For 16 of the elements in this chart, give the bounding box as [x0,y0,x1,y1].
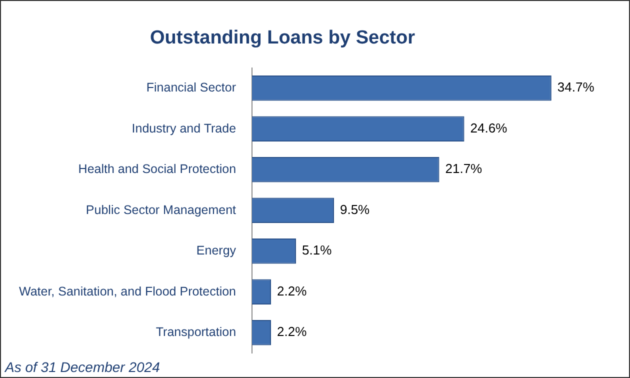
y-tick-label: Public Sector Management [86,202,237,217]
chart-title: Outstanding Loans by Sector [150,28,416,49]
y-tick-label: Industry and Trade [132,121,236,136]
data-label: 24.6% [470,120,508,136]
y-tick-label: Water, Sanitation, and Flood Protection [18,284,236,298]
data-label: 9.5% [340,202,370,217]
y-tick-label: Financial Sector [146,80,236,95]
y-tick-label: Transportation [156,325,236,340]
data-label: 34.7% [557,80,595,95]
y-tick-label: Health and Social Protection [78,162,236,176]
data-label: 2.2% [277,283,308,298]
data-label: 21.7% [445,161,483,176]
data-label: 5.1% [302,242,332,258]
data-label: 2.2% [277,324,308,340]
text: As of 31 December 2024 [5,359,160,375]
y-tick-label: Energy [196,244,237,258]
